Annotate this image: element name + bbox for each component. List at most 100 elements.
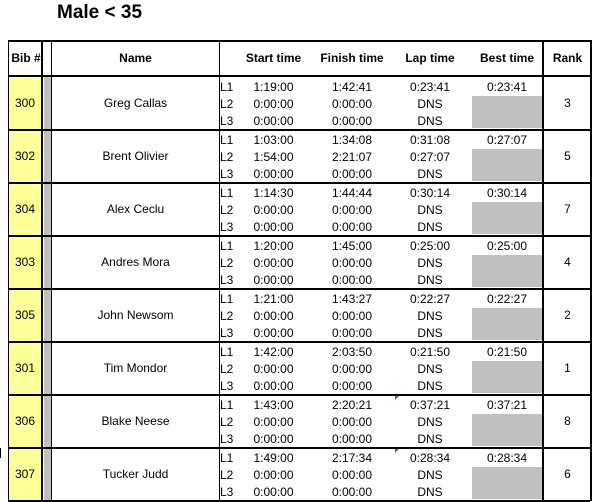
- finish-time: 1:43:27: [331, 292, 373, 306]
- grid-line-col: [41, 40, 43, 501]
- start-time: 1:20:00: [253, 239, 294, 253]
- row-separator-strip: [44, 77, 51, 129]
- lap-time: 0:23:41: [409, 80, 451, 94]
- header-best: Best time: [479, 51, 535, 65]
- start-time: 0:00:00: [253, 362, 294, 376]
- lap-label: L3: [220, 167, 234, 181]
- finish-time: 1:42:41: [331, 80, 373, 94]
- rank-value: 4: [564, 255, 571, 269]
- best-time: 0:25:00: [486, 239, 528, 253]
- start-time: 0:00:00: [253, 167, 294, 181]
- grid-line-left-outer: [0, 448, 1, 458]
- header-name: Name: [119, 51, 152, 65]
- grid-line-row: [8, 341, 590, 343]
- best-time: 0:23:41: [486, 80, 528, 94]
- finish-time: 0:00:00: [331, 468, 373, 482]
- best-time: 0:22:27: [486, 292, 528, 306]
- grid-line-row: [8, 235, 590, 237]
- grid-line-col: [590, 40, 592, 501]
- header-rank: Rank: [552, 51, 583, 65]
- finish-time: 0:00:00: [331, 220, 373, 234]
- lap-time: DNS: [417, 468, 443, 482]
- bib-number: 305: [9, 289, 41, 341]
- start-time: 1:49:00: [253, 451, 294, 465]
- rank-value: 3: [564, 96, 571, 110]
- start-time: 0:00:00: [253, 97, 294, 111]
- best-time-shade: [472, 308, 542, 340]
- lap-time: DNS: [417, 326, 443, 340]
- lap-time: 0:22:27: [409, 292, 451, 306]
- start-time: 1:03:00: [253, 133, 294, 147]
- best-time-shade: [472, 255, 542, 287]
- start-time: 1:54:00: [253, 150, 294, 164]
- finish-time: 1:34:08: [331, 133, 373, 147]
- bib-number: 303: [9, 236, 41, 288]
- finish-time: 0:00:00: [331, 97, 373, 111]
- bib-number: 304: [9, 183, 41, 235]
- finish-time: 0:00:00: [331, 485, 373, 499]
- lap-time: 0:31:08: [409, 133, 451, 147]
- grid-line-top: [8, 40, 590, 42]
- header-lap: Lap time: [405, 51, 455, 65]
- lap-time: 0:28:34: [409, 451, 451, 465]
- lap-time: 0:30:14: [409, 186, 451, 200]
- bib-number: 301: [9, 342, 41, 394]
- finish-time: 0:00:00: [331, 114, 373, 128]
- lap-time: DNS: [417, 273, 443, 287]
- rank-value: 8: [564, 414, 571, 428]
- bib-number: 300: [9, 77, 41, 129]
- runner-name: John Newsom: [97, 308, 174, 322]
- start-time: 0:00:00: [253, 485, 294, 499]
- lap-label: L1: [220, 398, 234, 412]
- lap-label: L2: [220, 415, 234, 429]
- bib-number: 306: [9, 395, 41, 447]
- bib-number: 302: [9, 130, 41, 182]
- start-time: 0:00:00: [253, 379, 294, 393]
- lap-label: L1: [220, 292, 234, 306]
- lap-label: L1: [220, 133, 234, 147]
- best-time-shade: [472, 149, 542, 181]
- start-time: 1:43:00: [253, 398, 294, 412]
- lap-label: L3: [220, 485, 234, 499]
- row-separator-strip: [44, 289, 51, 341]
- best-time: 0:27:07: [486, 133, 528, 147]
- lap-time: DNS: [417, 362, 443, 376]
- finish-time: 2:03:50: [331, 345, 373, 359]
- best-time: 0:30:14: [486, 186, 528, 200]
- best-time-shade: [472, 361, 542, 393]
- grid-line-col: [219, 40, 220, 501]
- lap-time: DNS: [417, 485, 443, 499]
- best-time-shade: [472, 414, 542, 446]
- grid-line-row: [8, 447, 590, 449]
- start-time: 0:00:00: [253, 432, 294, 446]
- lap-time: DNS: [417, 309, 443, 323]
- finish-time: 1:45:00: [331, 239, 373, 253]
- grid-line-row: [8, 129, 590, 131]
- runner-name: Andres Mora: [101, 255, 170, 269]
- start-time: 1:14:30: [253, 186, 294, 200]
- best-time: 0:21:50: [486, 345, 528, 359]
- lap-time: DNS: [417, 97, 443, 111]
- lap-time: DNS: [417, 114, 443, 128]
- start-time: 0:00:00: [253, 326, 294, 340]
- row-separator-strip: [44, 183, 51, 235]
- lap-time: DNS: [417, 220, 443, 234]
- start-time: 1:19:00: [253, 80, 294, 94]
- bib-number: 307: [9, 448, 41, 500]
- start-time: 0:00:00: [253, 114, 294, 128]
- lap-time: 0:37:21: [409, 398, 451, 412]
- lap-label: L1: [220, 239, 234, 253]
- rank-value: 5: [564, 149, 571, 163]
- lap-time: DNS: [417, 203, 443, 217]
- runner-name: Greg Callas: [103, 96, 168, 110]
- best-time-shade: [472, 96, 542, 128]
- header-finish: Finish time: [320, 51, 384, 65]
- runner-name: Blake Neese: [101, 414, 170, 428]
- lap-label: L2: [220, 203, 234, 217]
- lap-time: 0:27:07: [409, 150, 451, 164]
- lap-label: L1: [220, 345, 234, 359]
- grid-line-col: [542, 40, 544, 501]
- lap-label: L1: [220, 451, 234, 465]
- lap-label: L3: [220, 273, 234, 287]
